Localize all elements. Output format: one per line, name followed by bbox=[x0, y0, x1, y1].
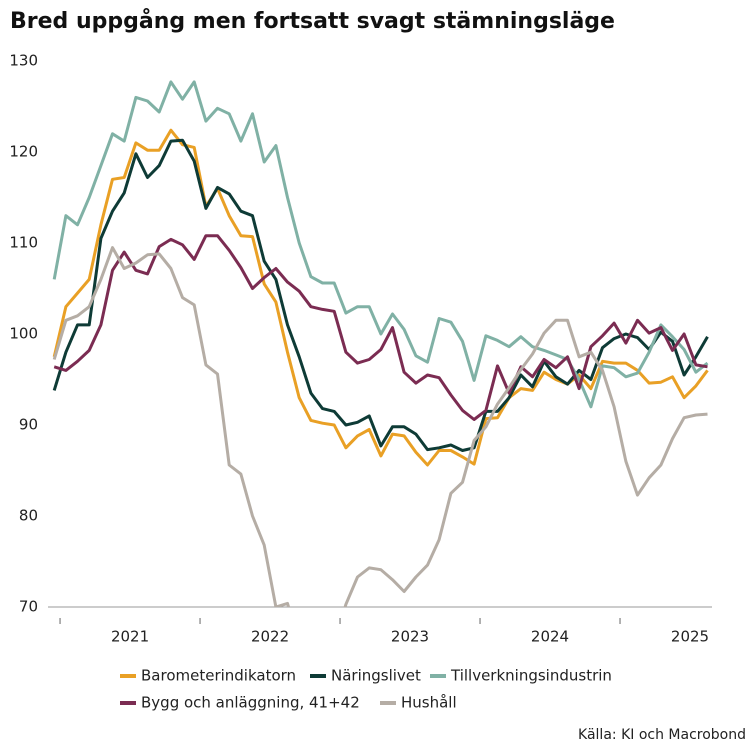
y-tick-label: 90 bbox=[19, 416, 38, 434]
source: Källa: KI och Macrobond bbox=[578, 727, 746, 743]
legend-label: Näringslivet bbox=[331, 667, 421, 685]
legend-label: Tillverkningsindustrin bbox=[450, 667, 612, 685]
line-series bbox=[52, 246, 708, 607]
x-tick-label: 2024 bbox=[531, 628, 569, 646]
y-tick-label: 120 bbox=[9, 143, 38, 161]
x-tick-label: 2023 bbox=[391, 628, 429, 646]
plot-area bbox=[52, 80, 709, 607]
chart-title: Bred uppgång men fortsatt svagt stämning… bbox=[10, 8, 615, 34]
line-series bbox=[52, 80, 709, 409]
y-tick-label: 130 bbox=[9, 52, 38, 70]
line-series bbox=[52, 138, 709, 452]
x-tick-label: 2022 bbox=[251, 628, 289, 646]
y-tick-label: 70 bbox=[19, 598, 38, 616]
line-series bbox=[53, 234, 708, 421]
y-tick-label: 80 bbox=[19, 507, 38, 525]
y-tick-label: 100 bbox=[9, 325, 38, 343]
line-series bbox=[52, 128, 709, 467]
legend-label: Barometerindikatorn bbox=[141, 667, 296, 685]
x-tick-label: 2021 bbox=[111, 628, 149, 646]
legend-label: Bygg och anläggning, 41+42 bbox=[141, 694, 360, 712]
legend-label: Hushåll bbox=[401, 694, 457, 712]
y-tick-label: 110 bbox=[9, 234, 38, 252]
x-tick-label: 2025 bbox=[671, 628, 709, 646]
